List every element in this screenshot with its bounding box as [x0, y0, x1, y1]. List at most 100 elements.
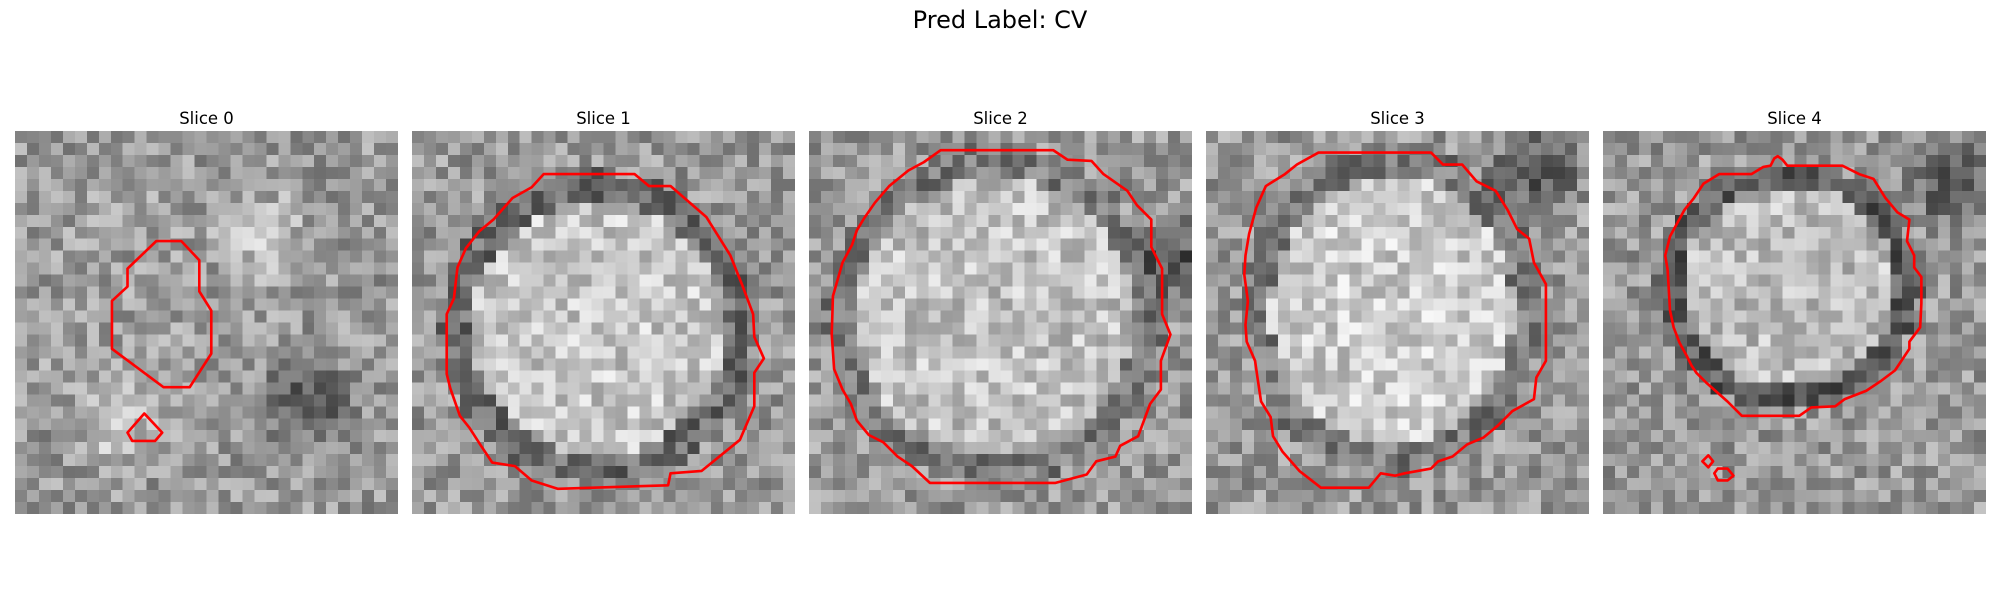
image-pixel — [675, 382, 688, 395]
image-pixel — [1409, 454, 1422, 467]
image-pixel — [844, 502, 858, 514]
image-pixel — [723, 466, 736, 479]
image-pixel — [1265, 322, 1279, 335]
image-pixel — [519, 262, 532, 275]
image-pixel — [1638, 226, 1652, 239]
image-pixel — [651, 238, 664, 251]
image-pixel — [1577, 202, 1589, 216]
image-pixel — [266, 334, 279, 347]
image-pixel — [1409, 442, 1422, 455]
image-pixel — [1289, 202, 1302, 216]
image-pixel — [1710, 190, 1723, 204]
image-pixel — [1361, 214, 1374, 227]
image-pixel — [158, 286, 171, 299]
image-pixel — [230, 214, 243, 227]
image-pixel — [1806, 166, 1819, 180]
image-pixel — [182, 298, 195, 311]
image-pixel — [26, 502, 40, 514]
image-pixel — [1902, 154, 1915, 168]
image-pixel — [759, 478, 772, 491]
image-pixel — [1253, 286, 1267, 299]
image-pixel — [868, 274, 882, 287]
image-pixel — [290, 382, 303, 395]
image-pixel — [988, 430, 1001, 443]
image-pixel — [928, 478, 941, 491]
image-pixel — [1902, 190, 1915, 204]
image-pixel — [1445, 394, 1458, 407]
image-pixel — [1301, 334, 1314, 347]
image-pixel — [892, 490, 905, 503]
image-pixel — [663, 370, 676, 383]
image-pixel — [1770, 274, 1783, 287]
image-pixel — [1301, 430, 1314, 443]
image-pixel — [1603, 202, 1616, 216]
image-pixel — [1529, 346, 1542, 359]
image-pixel — [940, 502, 953, 514]
image-pixel — [1265, 238, 1279, 251]
image-pixel — [759, 394, 772, 407]
image-pixel — [1349, 442, 1362, 455]
image-pixel — [38, 466, 52, 479]
image-pixel — [1950, 202, 1963, 216]
image-pixel — [976, 406, 989, 419]
image-pixel — [1024, 382, 1037, 395]
image-pixel — [519, 490, 532, 503]
image-pixel — [1060, 418, 1073, 431]
image-pixel — [170, 202, 183, 216]
image-pixel — [86, 430, 100, 443]
image-pixel — [1120, 406, 1133, 419]
image-pixel — [1650, 262, 1664, 275]
image-pixel — [15, 250, 28, 263]
image-pixel — [663, 418, 676, 431]
image-pixel — [1662, 370, 1676, 383]
image-pixel — [771, 286, 784, 299]
image-pixel — [844, 202, 858, 216]
image-pixel — [338, 478, 351, 491]
image-pixel — [98, 346, 111, 359]
image-pixel — [218, 202, 231, 216]
image-pixel — [50, 286, 64, 299]
image-pixel — [412, 346, 425, 359]
image-pixel — [880, 358, 894, 371]
image-pixel — [1710, 358, 1723, 371]
image-pixel — [747, 214, 760, 227]
image-pixel — [50, 418, 64, 431]
image-pixel — [495, 274, 508, 287]
image-pixel — [1818, 250, 1831, 263]
image-pixel — [86, 250, 100, 263]
image-pixel — [868, 406, 882, 419]
image-pixel — [1108, 394, 1121, 407]
image-pixel — [1710, 310, 1723, 323]
image-pixel — [675, 334, 688, 347]
image-pixel — [158, 214, 171, 227]
image-pixel — [98, 406, 111, 419]
image-pixel — [1012, 334, 1025, 347]
image-pixel — [98, 358, 111, 371]
image-pixel — [1096, 346, 1109, 359]
image-pixel — [1301, 298, 1314, 311]
image-pixel — [290, 250, 303, 263]
image-pixel — [1217, 466, 1231, 479]
image-pixel — [1746, 298, 1759, 311]
image-pixel — [615, 322, 628, 335]
image-pixel — [809, 382, 822, 395]
image-pixel — [904, 322, 917, 335]
image-pixel — [423, 490, 437, 503]
image-pixel — [856, 478, 870, 491]
image-pixel — [1253, 346, 1267, 359]
image-pixel — [976, 322, 989, 335]
image-pixel — [1529, 454, 1542, 467]
image-pixel — [543, 502, 556, 514]
image-pixel — [1120, 466, 1133, 479]
image-pixel — [1553, 490, 1566, 503]
image-pixel — [615, 238, 628, 251]
image-pixel — [1084, 226, 1097, 239]
image-pixel — [1553, 154, 1566, 168]
image-pixel — [1289, 131, 1302, 144]
image-pixel — [1096, 310, 1109, 323]
image-pixel — [723, 334, 736, 347]
image-pixel — [326, 418, 339, 431]
image-pixel — [1565, 490, 1578, 503]
image-pixel — [1373, 442, 1386, 455]
image-pixel — [1674, 310, 1688, 323]
